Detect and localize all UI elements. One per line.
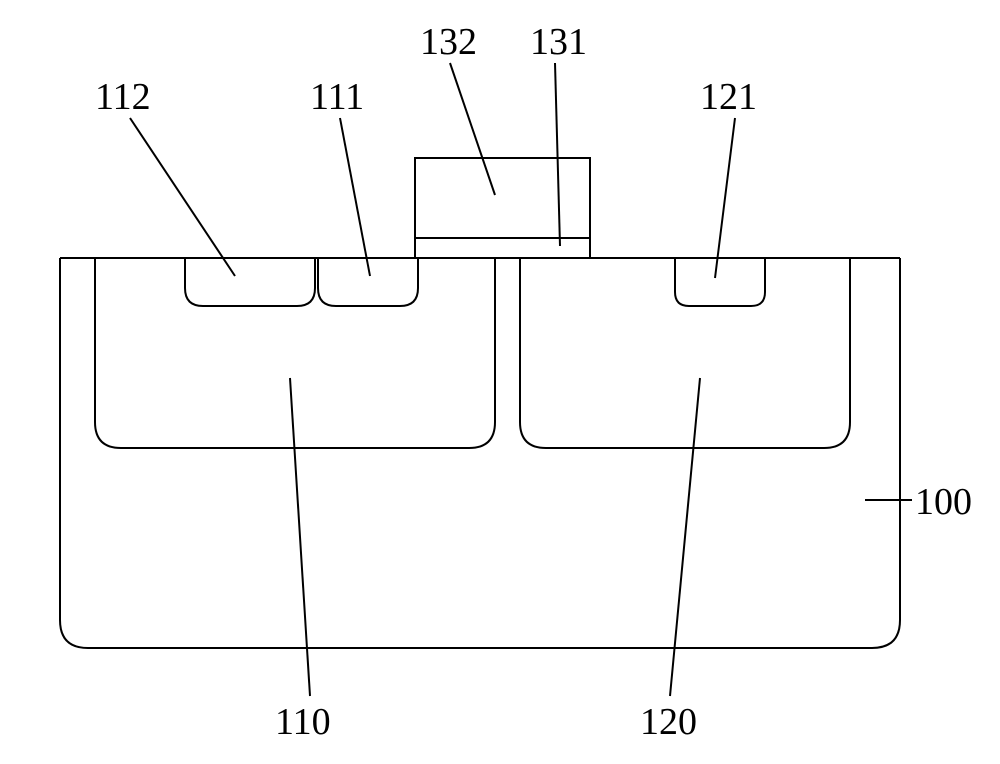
- well-110: [95, 258, 495, 448]
- label-100: 100: [915, 480, 972, 524]
- diagram-container: 112 111 132 131 121 100 110 120: [0, 0, 1000, 764]
- label-121: 121: [700, 75, 757, 119]
- label-131: 131: [530, 20, 587, 64]
- label-111: 111: [310, 75, 364, 119]
- gate-oxide-131: [415, 238, 590, 258]
- region-121: [675, 258, 765, 306]
- leader-131: [555, 63, 560, 246]
- leader-111: [340, 118, 370, 276]
- label-110: 110: [275, 700, 331, 744]
- leader-132: [450, 63, 495, 195]
- label-112: 112: [95, 75, 151, 119]
- substrate-100: [60, 258, 900, 648]
- well-120: [520, 258, 850, 448]
- gate-electrode-132: [415, 158, 590, 238]
- leader-121: [715, 118, 735, 278]
- label-132: 132: [420, 20, 477, 64]
- region-112: [185, 258, 315, 306]
- label-120: 120: [640, 700, 697, 744]
- leader-112: [130, 118, 235, 276]
